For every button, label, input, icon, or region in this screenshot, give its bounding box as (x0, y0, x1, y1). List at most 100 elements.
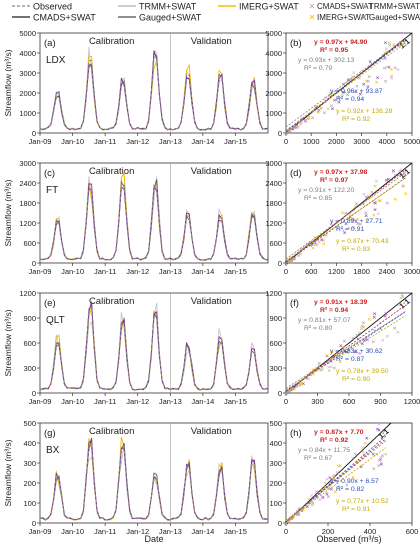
legend-label-1: TRMM+SWAT (139, 2, 197, 12)
sc-point-3-0-15: ✕ (288, 516, 292, 522)
sc-point-1-0-10: ✕ (285, 260, 289, 266)
sc-point-1-2-17: ✕ (378, 199, 382, 205)
sc-point-2-1-3: ✕ (385, 334, 389, 340)
sc-point-2-2-1: ✕ (362, 325, 366, 331)
ts-series-observed-2 (39, 308, 269, 391)
sc-point-0-2-6: ✕ (387, 40, 391, 46)
sc-point-1-2-1: ✕ (313, 243, 317, 249)
sc-point-0-0-1: ✕ (286, 129, 290, 135)
scatter-legend-marker-2: ✕ (309, 13, 316, 22)
ts-panel-label-1: (c) (44, 168, 55, 179)
sc-point-3-1-10: ✕ (287, 518, 291, 524)
sc-point-2-1-18: ✕ (357, 351, 361, 357)
sc-fit-r2-3-0: R² = 0.92 (320, 437, 348, 444)
sc-point-0-2-9: ✕ (299, 120, 303, 126)
sc-point-1-1-23: ✕ (336, 226, 340, 232)
legend-label-2: IMERG+SWAT (239, 2, 299, 12)
sc-point-1-0-6: ✕ (291, 257, 295, 263)
ts-ytick-label-0-5: 5000 (19, 29, 36, 38)
sc-point-3-0-0: ✕ (325, 492, 329, 498)
ts-validation-label-3: Validation (191, 426, 232, 437)
sc-ytick-label-2-1: 300 (269, 364, 282, 373)
sc-point-2-1-0: ✕ (329, 364, 333, 370)
sc-point-1-0-21: ✕ (284, 261, 288, 267)
ts-series-gauged-2 (39, 302, 269, 391)
sc-point-1-2-16: ✕ (368, 195, 372, 201)
sc-point-0-3-25: ✕ (284, 131, 288, 137)
ts-ytick-label-1-2: 1200 (19, 219, 36, 228)
sc-point-3-3-14: ✕ (285, 520, 289, 526)
sc-point-2-0-18: ✕ (292, 385, 296, 391)
sc-point-3-2-4: ✕ (363, 441, 367, 447)
ts-series-cmads-0 (39, 50, 269, 131)
sc-point-1-3-0: ✕ (309, 244, 313, 250)
ts-ytick-label-0-0: 0 (32, 129, 36, 138)
sc-point-2-2-16: ✕ (285, 390, 289, 396)
sc-point-0-1-5: ✕ (299, 122, 303, 128)
sc-point-0-0-21: ✕ (358, 92, 362, 98)
sc-point-1-3-9: ✕ (366, 194, 370, 200)
sc-point-2-0-6: ✕ (288, 388, 292, 394)
sc-point-2-3-23: ✕ (378, 326, 382, 332)
sc-point-3-3-19: ✕ (301, 507, 305, 513)
sc-fit-r2-1-3: R² = 0.93 (342, 246, 370, 253)
sc-point-3-2-13: ✕ (292, 514, 296, 520)
sc-point-3-3-0: ✕ (353, 452, 357, 458)
ts-station-label-0: LDX (46, 55, 66, 66)
sc-xtick-label-2-2: 600 (343, 397, 356, 406)
sc-ytick-label-1-1: 600 (269, 239, 282, 248)
ts-xtick-label-3-0: Jan-09 (29, 527, 52, 536)
sc-point-0-1-16: ✕ (390, 76, 394, 82)
sc-point-0-0-17: ✕ (383, 56, 387, 62)
sc-point-3-1-12: ✕ (379, 455, 383, 461)
sc-fit-r2-2-3: R² = 0.90 (342, 376, 370, 383)
sc-point-0-0-3: ✕ (302, 116, 306, 122)
sc-point-1-0-3: ✕ (285, 261, 289, 267)
sc-point-3-0-16: ✕ (359, 465, 363, 471)
sc-point-3-0-18: ✕ (365, 436, 369, 442)
sc-point-3-2-12: ✕ (323, 485, 327, 491)
sc-point-1-0-8: ✕ (373, 207, 377, 213)
sc-point-0-0-10: ✕ (292, 125, 296, 131)
sc-point-3-3-7: ✕ (296, 511, 300, 517)
sc-point-2-3-25: ✕ (284, 391, 288, 397)
sc-ytick-label-3-4: 400 (269, 439, 282, 448)
sc-point-3-0-21: ✕ (328, 475, 332, 481)
sc-xtick-label-0-5: 5000 (404, 137, 420, 146)
sc-ytick-label-2-3: 900 (269, 314, 282, 323)
sc-point-0-3-22: ✕ (287, 128, 291, 134)
sc-point-3-0-13: ✕ (284, 521, 288, 527)
sc-point-2-1-9: ✕ (296, 383, 300, 389)
sc-point-2-0-4: ✕ (345, 350, 349, 356)
sc-point-3-1-11: ✕ (335, 470, 339, 476)
sc-point-0-1-8: ✕ (348, 77, 352, 83)
sc-point-2-0-2: ✕ (305, 375, 309, 381)
ts-ytick-label-1-4: 2400 (19, 179, 36, 188)
sc-ytick-label-1-5: 3000 (265, 159, 282, 168)
ts-validation-label-0: Validation (191, 36, 232, 47)
sc-xtick-label-2-4: 1200 (404, 397, 420, 406)
sc-point-3-2-9: ✕ (351, 475, 355, 481)
ts-ytick-label-3-0: 0 (32, 519, 36, 528)
sc-point-0-3-17: ✕ (284, 131, 288, 137)
sc-point-0-1-24: ✕ (352, 70, 356, 76)
sc-point-1-3-2: ✕ (289, 257, 293, 263)
sc-point-1-0-25: ✕ (292, 255, 296, 261)
sc-point-1-2-21: ✕ (352, 208, 356, 214)
sc-point-3-3-1: ✕ (328, 481, 332, 487)
sc-point-3-1-9: ✕ (379, 461, 383, 467)
sc-point-3-0-24: ✕ (375, 427, 379, 433)
ts-ytick-label-3-4: 400 (23, 439, 36, 448)
sc-point-1-0-5: ✕ (290, 257, 294, 263)
sc-point-1-0-18: ✕ (348, 214, 352, 220)
sc-point-1-3-14: ✕ (358, 222, 362, 228)
sc-fit-eq-0-1: y = 0.93x + 302.13 (298, 57, 355, 64)
sc-point-1-1-14: ✕ (398, 169, 402, 175)
ts-xtick-label-1-3: Jan-12 (126, 267, 149, 276)
sc-point-0-2-4: ✕ (319, 106, 323, 112)
sc-point-0-2-25: ✕ (328, 91, 332, 97)
sc-point-1-1-21: ✕ (347, 226, 351, 232)
sc-point-1-0-15: ✕ (284, 261, 288, 267)
sc-point-2-1-7: ✕ (372, 328, 376, 334)
